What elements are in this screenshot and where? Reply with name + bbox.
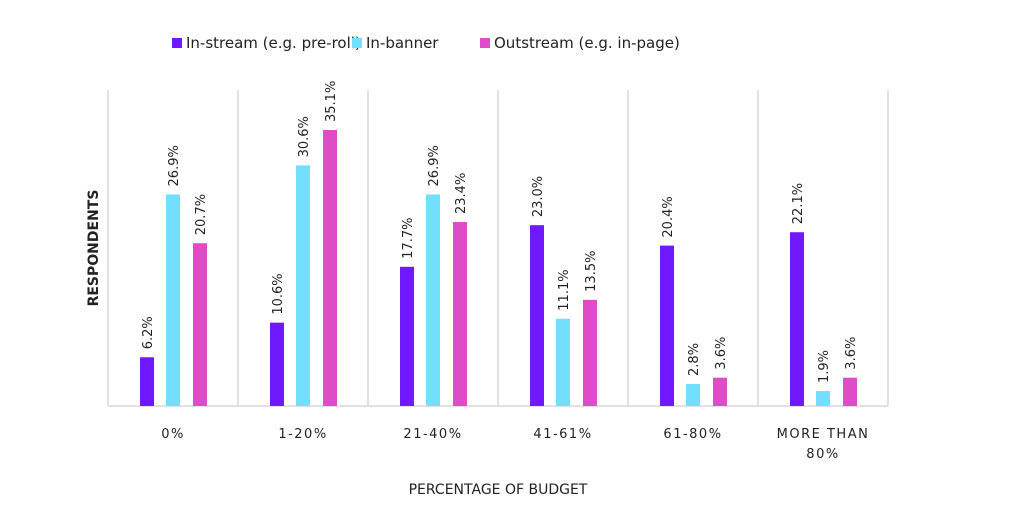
bar-0-0 (140, 357, 154, 406)
bar-0-5 (790, 232, 804, 406)
data-label: 17.7% (401, 218, 416, 259)
data-label: 20.7% (194, 194, 209, 235)
bar-1-4 (686, 383, 700, 406)
legend-swatch (352, 38, 362, 48)
bar-0-4 (660, 245, 674, 406)
legend-swatch (480, 38, 490, 48)
bar-2-4 (713, 377, 727, 406)
data-label: 2.8% (687, 343, 702, 376)
x-tick-label: 41-61% (533, 427, 592, 442)
data-label: 11.1% (557, 269, 572, 310)
y-axis-title: RESPONDENTS (86, 190, 102, 307)
data-label: 10.6% (271, 273, 286, 314)
data-label: 22.1% (791, 183, 806, 224)
bar-1-1 (296, 165, 310, 406)
bar-1-3 (556, 318, 570, 406)
bar-0-3 (530, 225, 544, 406)
x-tick-label: 1-20% (278, 427, 327, 442)
legend-label: In-stream (e.g. pre-roll) (186, 34, 361, 52)
bar-2-5 (843, 377, 857, 406)
data-label: 3.6% (844, 337, 859, 370)
bar-0-2 (400, 266, 414, 406)
bar-1-2 (426, 194, 440, 406)
x-tick-label: 61-80% (663, 427, 722, 442)
legend-label: In-banner (366, 34, 439, 52)
legend-swatch (172, 38, 182, 48)
data-label: 35.1% (324, 81, 339, 122)
x-tick-label: 21-40% (403, 427, 462, 442)
bar-1-0 (166, 194, 180, 406)
bar-0-1 (270, 322, 284, 406)
data-label: 3.6% (714, 337, 729, 370)
data-label: 23.4% (454, 173, 469, 214)
x-tick-label: MORE THAN (777, 427, 870, 442)
x-tick-label: 0% (161, 427, 185, 442)
bar-2-0 (193, 243, 207, 406)
data-label: 6.2% (141, 316, 156, 349)
bar-2-2 (453, 222, 467, 406)
data-label: 26.9% (427, 145, 442, 186)
data-label: 20.4% (661, 196, 676, 237)
data-label: 1.9% (817, 350, 832, 383)
x-tick-label: 80% (806, 447, 839, 462)
data-label: 13.5% (584, 251, 599, 292)
x-axis-title: PERCENTAGE OF BUDGET (409, 482, 588, 498)
bar-2-1 (323, 130, 337, 406)
data-label: 30.6% (297, 116, 312, 157)
data-label: 26.9% (167, 145, 182, 186)
bar-1-5 (816, 391, 830, 406)
data-label: 23.0% (531, 176, 546, 217)
legend-label: Outstream (e.g. in-page) (494, 34, 680, 52)
bar-2-3 (583, 299, 597, 406)
